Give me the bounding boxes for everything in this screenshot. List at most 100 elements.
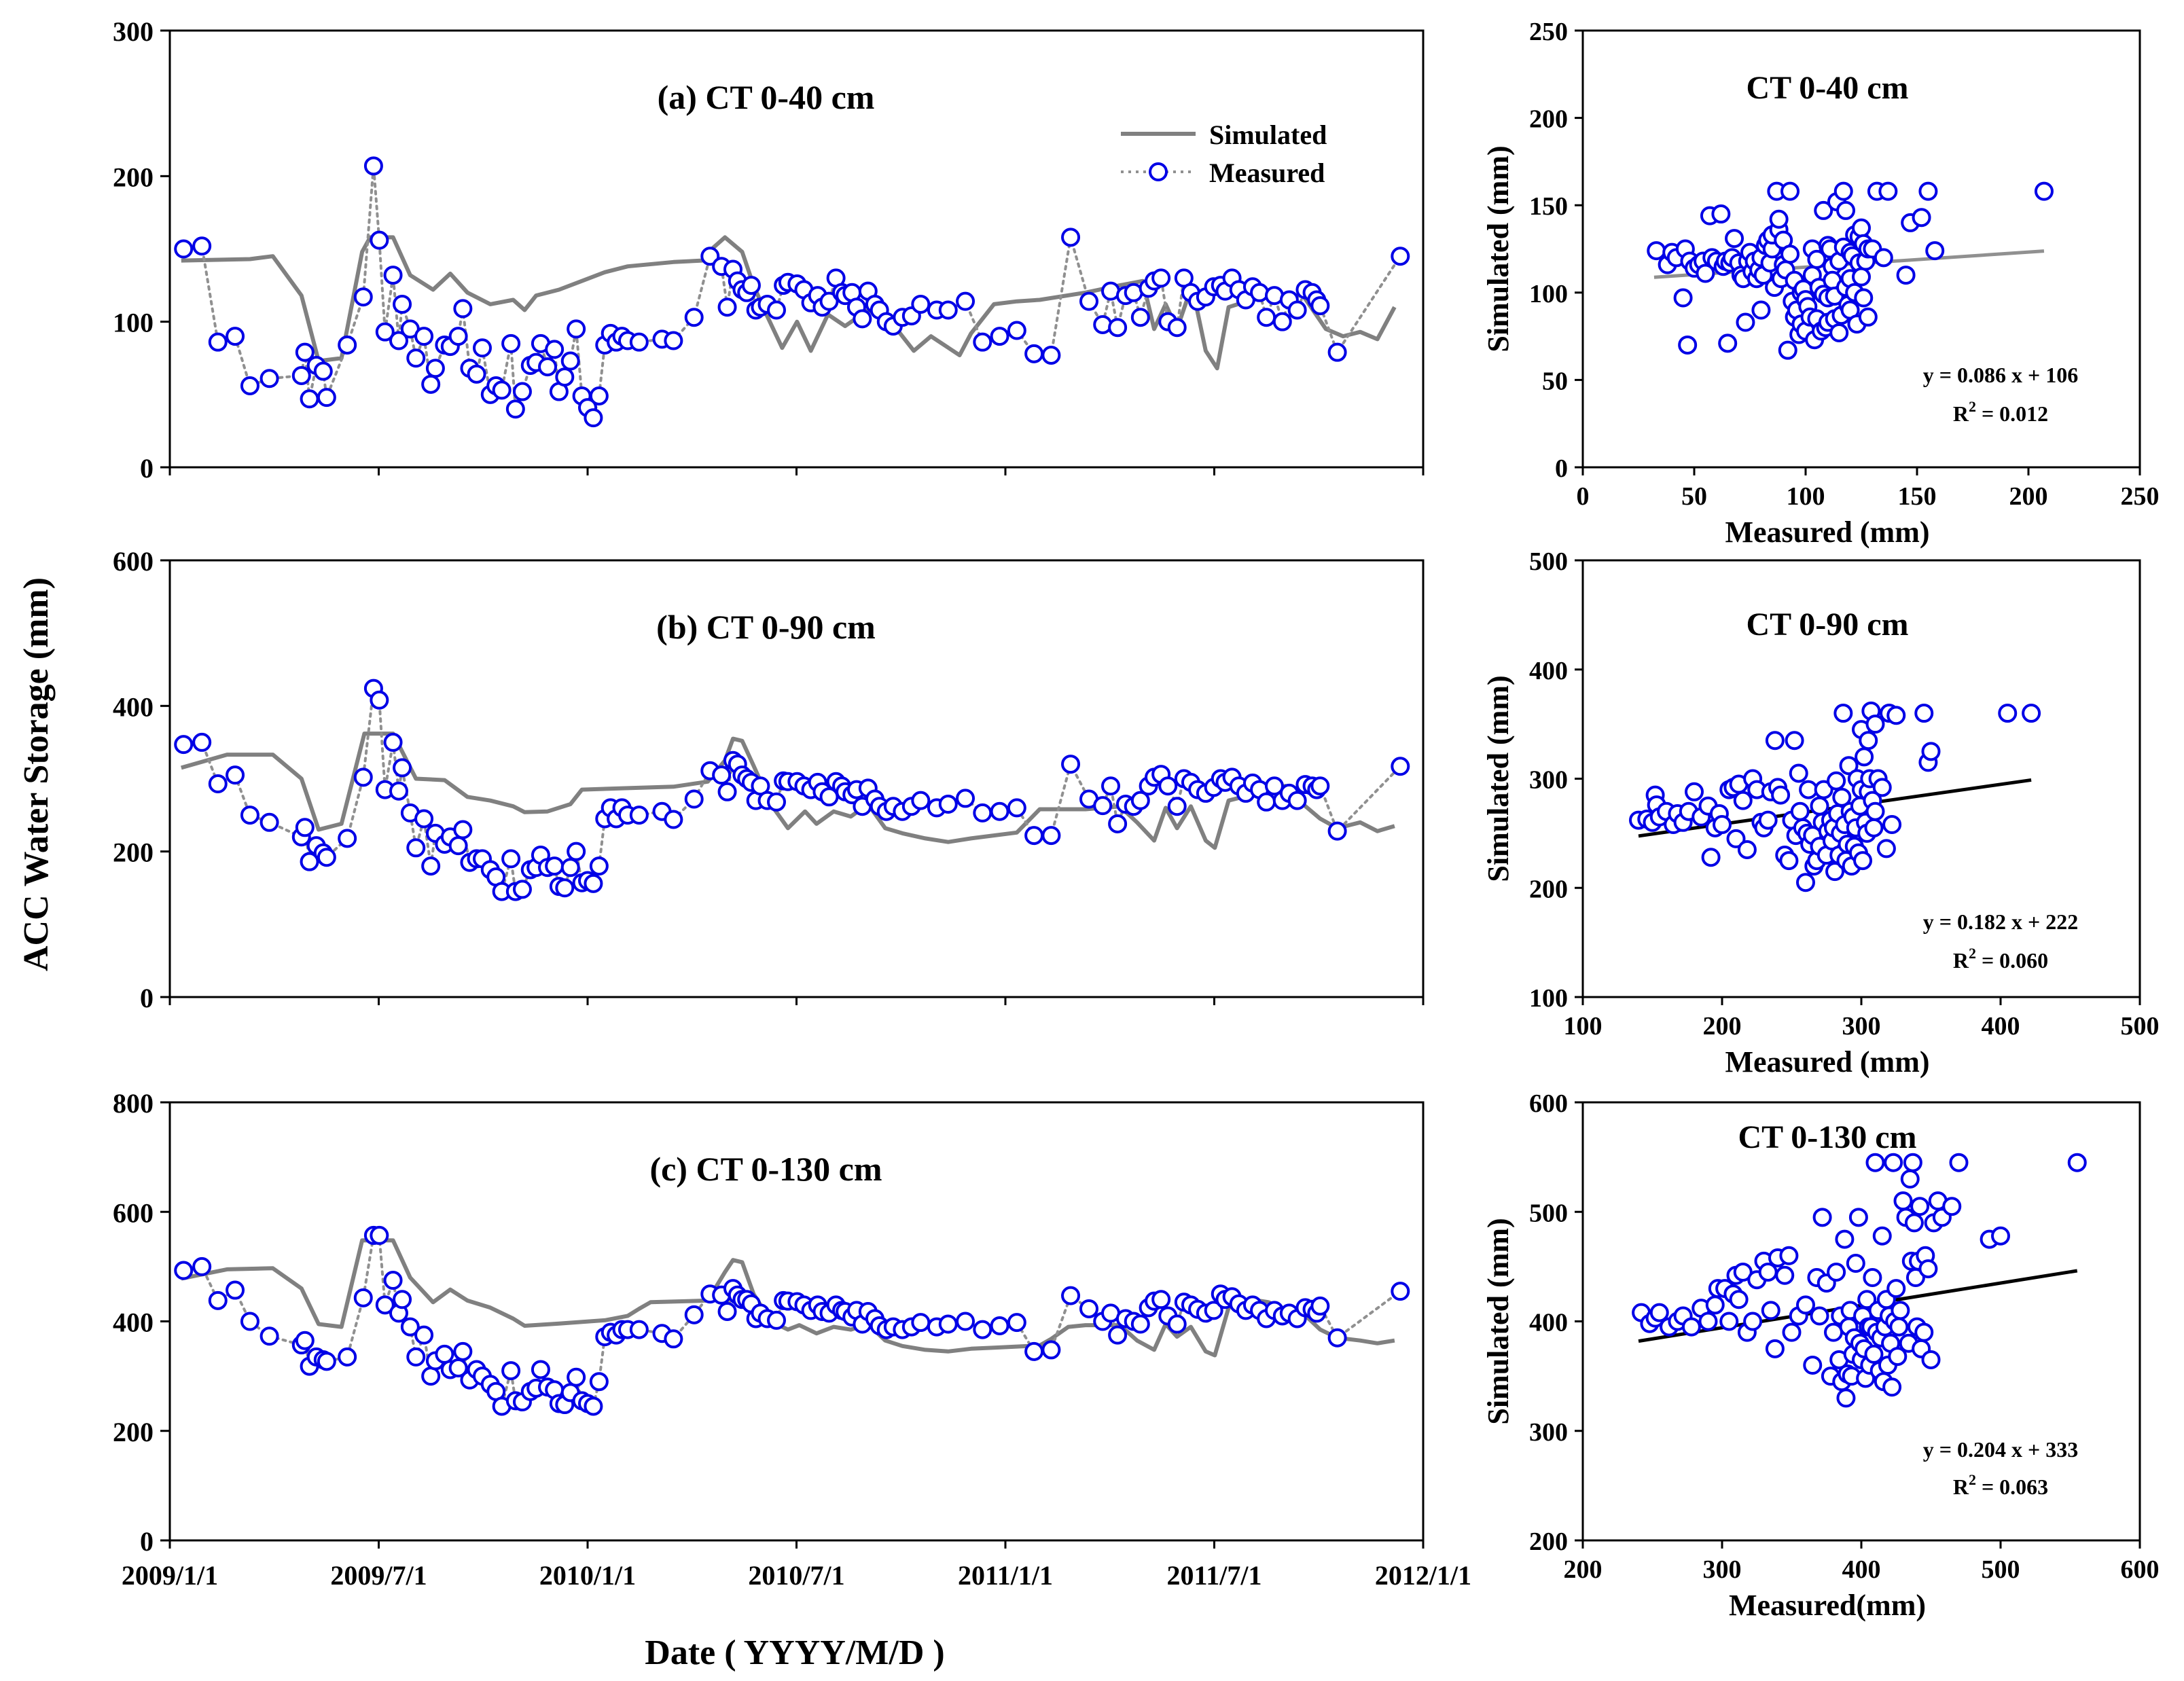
x-tick-label: 200 bbox=[2009, 482, 2048, 511]
scatter-point bbox=[1799, 780, 1819, 799]
x-tick-label: 600 bbox=[2121, 1555, 2160, 1584]
measured-point bbox=[375, 1295, 395, 1315]
measured-point bbox=[226, 1280, 245, 1300]
measured-point bbox=[712, 765, 732, 785]
y-tick-label: 400 bbox=[113, 1307, 154, 1338]
scatter-point bbox=[2067, 1153, 2087, 1172]
scatter-point bbox=[2022, 704, 2041, 723]
y-tick-label: 0 bbox=[140, 1526, 154, 1557]
scatter-point bbox=[1912, 208, 1931, 228]
scatter-point bbox=[1942, 1197, 1962, 1216]
measured-point bbox=[370, 230, 389, 250]
measured-point bbox=[1108, 814, 1128, 833]
scatter-point bbox=[1872, 1226, 1892, 1246]
scatter-point bbox=[1725, 229, 1744, 249]
scatter-point bbox=[1839, 756, 1859, 776]
measured-point bbox=[295, 342, 315, 362]
measured-point bbox=[240, 806, 259, 825]
scatter-point bbox=[1778, 340, 1797, 360]
measured-point bbox=[295, 818, 315, 837]
measured-point bbox=[208, 1290, 228, 1310]
measured-point bbox=[414, 327, 434, 346]
measured-point bbox=[567, 1367, 586, 1387]
scatter-point bbox=[1918, 1259, 1938, 1279]
measured-point bbox=[208, 774, 228, 794]
measured-point bbox=[1167, 1314, 1187, 1334]
simulated-line bbox=[181, 1238, 1395, 1358]
scatter-point bbox=[1864, 1344, 1884, 1364]
scatter-point bbox=[1743, 1312, 1763, 1331]
measured-point bbox=[1287, 791, 1307, 810]
y-axis-label: Simulated (mm) bbox=[1482, 675, 1515, 882]
scatter-point bbox=[1733, 1262, 1753, 1282]
y-axis-label: Simulated (mm) bbox=[1482, 1218, 1515, 1424]
measured-point bbox=[567, 319, 586, 339]
scatter-point bbox=[1833, 181, 1853, 201]
measured-point bbox=[956, 291, 975, 311]
scatter-point bbox=[1751, 300, 1771, 320]
scatter-point bbox=[1864, 818, 1884, 837]
y-tick-label: 0 bbox=[1555, 454, 1568, 483]
measured-point bbox=[589, 856, 609, 876]
measured-point bbox=[192, 732, 212, 752]
measured-point bbox=[174, 735, 194, 755]
measured-point bbox=[363, 156, 383, 176]
r-squared-superscript: 2 bbox=[1969, 1471, 1976, 1488]
measured-point bbox=[664, 810, 683, 829]
x-tick-label: 400 bbox=[1842, 1555, 1881, 1584]
x-tick-label: 2009/7/1 bbox=[330, 1560, 427, 1591]
measured-point bbox=[406, 838, 426, 858]
measured-point bbox=[589, 386, 609, 405]
scatter-point bbox=[1713, 815, 1732, 835]
scatter-point bbox=[1865, 801, 1885, 821]
y-tick-label: 300 bbox=[1529, 1418, 1568, 1447]
scatter-point bbox=[1827, 1262, 1846, 1282]
scatter-point bbox=[1884, 1153, 1903, 1172]
measured-point bbox=[555, 878, 575, 898]
scatter-point bbox=[1891, 1301, 1910, 1320]
measured-line bbox=[182, 1233, 1402, 1411]
scatter-point bbox=[1796, 873, 1815, 892]
r-squared-value: = 0.063 bbox=[1976, 1475, 2048, 1499]
y-tick-label: 600 bbox=[1529, 1089, 1568, 1118]
measured-point bbox=[393, 1290, 412, 1309]
measured-point bbox=[629, 332, 649, 352]
scatter-point bbox=[1803, 1356, 1823, 1375]
measured-point bbox=[291, 365, 311, 385]
r-squared-superscript: 2 bbox=[1969, 945, 1976, 962]
scatter-point bbox=[1857, 1290, 1877, 1309]
r-squared-superscript: 2 bbox=[1969, 398, 1976, 415]
measured-point bbox=[1264, 776, 1284, 796]
measured-point bbox=[1108, 1325, 1128, 1345]
measured-point bbox=[1391, 247, 1410, 266]
scatter-point bbox=[1719, 1312, 1739, 1331]
measured-point bbox=[664, 1329, 683, 1349]
measured-point bbox=[555, 367, 575, 387]
measured-point bbox=[448, 327, 468, 346]
y-tick-label: 250 bbox=[1529, 18, 1568, 46]
measured-point bbox=[1327, 821, 1347, 841]
measured-point bbox=[584, 873, 603, 893]
legend-measured-label: Measured bbox=[1209, 158, 1325, 188]
scatter-point bbox=[1865, 715, 1885, 734]
measured-point bbox=[295, 1331, 315, 1350]
measured-point bbox=[421, 374, 441, 394]
y-tick-label: 50 bbox=[1542, 367, 1568, 395]
measured-point bbox=[700, 247, 720, 266]
r-squared: R2 = 0.012 bbox=[1953, 398, 2048, 426]
measured-point bbox=[1310, 1296, 1330, 1316]
y-tick-label: 200 bbox=[1529, 105, 1568, 134]
measured-point bbox=[414, 1325, 434, 1345]
scatter-point bbox=[1910, 1197, 1930, 1216]
measured-point bbox=[990, 801, 1009, 821]
x-tick-label: 100 bbox=[1564, 1012, 1603, 1041]
scatter-point bbox=[1855, 747, 1874, 767]
scatter-point bbox=[1889, 1317, 1909, 1337]
scatter-point bbox=[1882, 1377, 1902, 1397]
scatter-point bbox=[1835, 1229, 1855, 1249]
scatter-point bbox=[1863, 1268, 1882, 1287]
panel-title: (a) CT 0-40 cm bbox=[658, 78, 875, 116]
scatter-point bbox=[1814, 200, 1833, 220]
x-tick-label: 2009/1/1 bbox=[122, 1560, 218, 1591]
